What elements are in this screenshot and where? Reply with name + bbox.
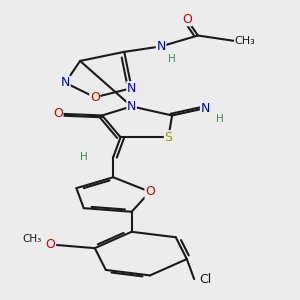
Text: S: S <box>164 131 172 144</box>
Text: Cl: Cl <box>200 272 212 286</box>
Text: O: O <box>90 91 100 104</box>
Text: CH₃: CH₃ <box>235 36 255 46</box>
Text: N: N <box>61 76 70 89</box>
Text: O: O <box>46 238 56 251</box>
Text: N: N <box>127 100 136 113</box>
Text: N: N <box>200 102 210 115</box>
Text: H: H <box>80 152 88 162</box>
Text: CH₃: CH₃ <box>22 234 42 244</box>
Text: O: O <box>53 107 63 120</box>
Text: O: O <box>182 13 192 26</box>
Text: N: N <box>156 40 166 53</box>
Text: H: H <box>216 114 224 124</box>
Text: H: H <box>168 54 176 64</box>
Text: O: O <box>145 185 155 198</box>
Text: N: N <box>127 82 136 95</box>
